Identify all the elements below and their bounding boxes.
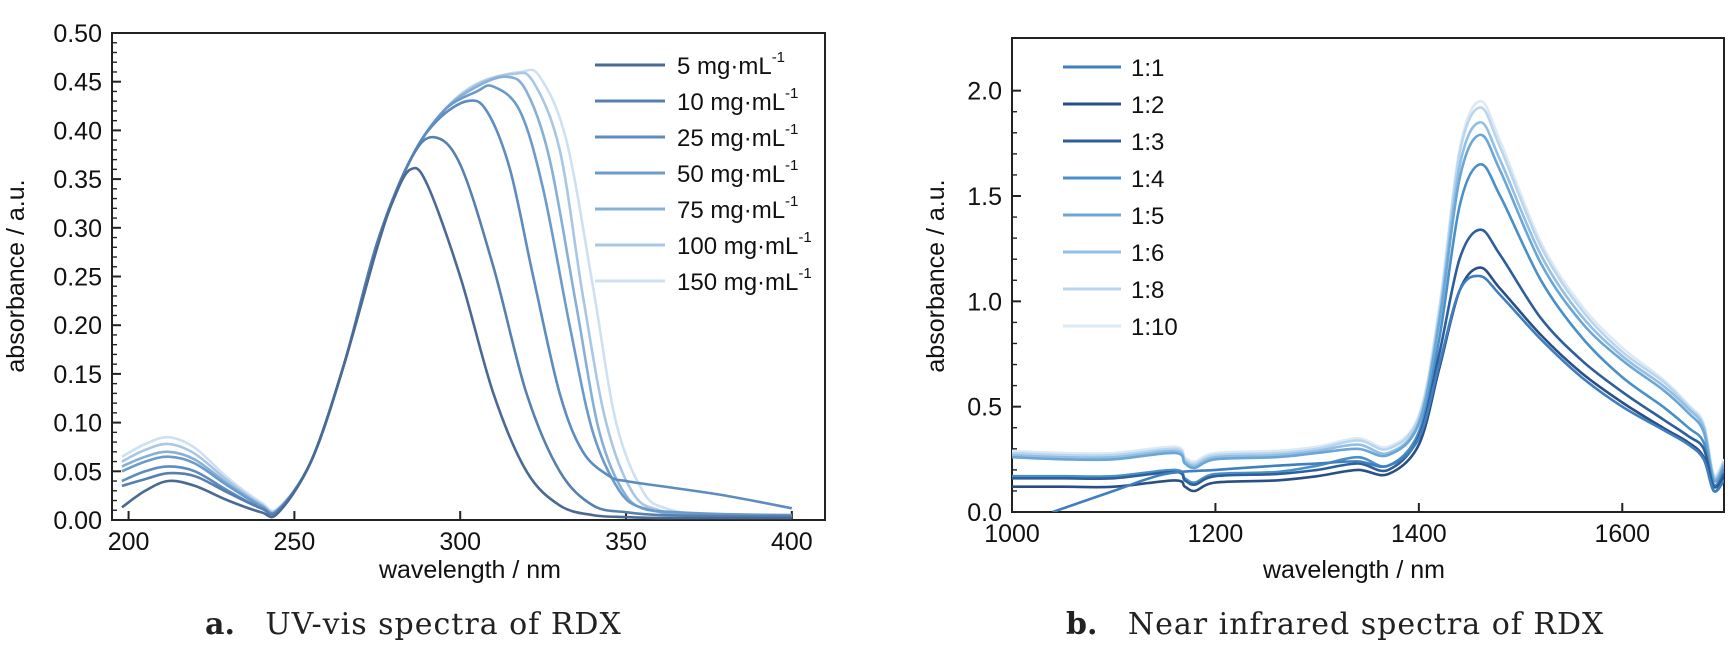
y-tick-label-a: 0.05 — [53, 458, 102, 486]
x-tick-label-b: 1000 — [984, 520, 1040, 548]
legend-label-a: 50 mg·mL-1 — [677, 157, 798, 188]
series-line-a — [121, 99, 793, 516]
x-axis-title-b: wavelength / nm — [1262, 556, 1445, 584]
caption-b: b. Near infrared spectra of RDX — [1066, 607, 1604, 642]
series-line-a — [121, 166, 792, 520]
x-tick-label-a: 250 — [274, 528, 316, 556]
y-tick-label-a: 0.20 — [53, 312, 102, 340]
y-tick-label-a: 0.40 — [53, 117, 102, 145]
legend-superscript-a: -1 — [798, 265, 811, 282]
legend-label-a: 25 mg·mL-1 — [677, 121, 798, 152]
x-tick-label-a: 350 — [605, 528, 647, 556]
legend-superscript-a: -1 — [772, 49, 785, 66]
y-tick-label-a: 0.10 — [53, 410, 102, 438]
legend-label-b: 1:8 — [1131, 277, 1164, 304]
panel-a-uv-vis: 200 250 300 350 400 0.00 0.05 0.10 0.15 0.20 0.25 0… — [2, 20, 826, 642]
series-lines-a — [121, 68, 793, 520]
series-line-a — [121, 135, 792, 518]
series-line-b — [1052, 274, 1724, 512]
legend-b: 1:1 1:2 1:3 1:4 1:5 1:6 1:8 1:10 — [1063, 55, 1178, 341]
panel-b-nir: 1000 1200 1400 1600 0.0 0.5 1.0 1.5 2.0 1:1 1:2 1:3… — [922, 37, 1725, 642]
y-tick-label-b: 2.0 — [967, 78, 1002, 106]
y-tick-label-b: 0.5 — [967, 394, 1002, 422]
legend-label-b: 1:6 — [1131, 240, 1164, 267]
series-line-b — [1012, 106, 1724, 479]
legend-superscript-a: -1 — [785, 157, 798, 174]
series-line-b — [1012, 228, 1724, 489]
legend-label-b: 1:4 — [1131, 166, 1164, 193]
y-tick-label-a: 0.15 — [53, 361, 102, 389]
legend-superscript-a: -1 — [798, 229, 811, 246]
legend-label-b: 1:2 — [1131, 92, 1164, 119]
legend-a: 5 mg·mL-1 10 mg·mL-1 25 mg·mL-1 50 mg·mL-1 7… — [595, 49, 812, 296]
y-tick-label-a: 0.50 — [53, 20, 102, 48]
caption-text-a: UV-vis spectra of RDX — [265, 607, 621, 642]
legend-label-a: 5 mg·mL-1 — [677, 49, 785, 80]
legend-label-a: 75 mg·mL-1 — [677, 193, 798, 224]
series-line-b — [1012, 133, 1724, 483]
caption-letter-b: b. — [1066, 607, 1097, 642]
x-tick-label-b: 1400 — [1391, 520, 1447, 548]
x-tick-label-b: 1200 — [1188, 520, 1244, 548]
x-tick-label-b: 1600 — [1594, 520, 1650, 548]
series-line-b — [1012, 121, 1724, 481]
series-group-a: 200 250 300 350 400 0.00 0.05 0.10 0.15 0.20 0.25 0… — [53, 20, 812, 556]
y-axis-title-b: absorbance / a.u. — [922, 179, 950, 372]
y-tick-label-b: 1.0 — [967, 288, 1002, 316]
y-tick-label-a: 0.00 — [53, 507, 102, 535]
caption-text-b: Near infrared spectra of RDX — [1128, 607, 1605, 642]
legend-superscript-a: -1 — [785, 193, 798, 210]
series-group-b: 1000 1200 1400 1600 0.0 0.5 1.0 1.5 2.0 1:1 1:2 1:3… — [967, 55, 1724, 548]
y-tick-label-b: 0.0 — [967, 499, 1002, 527]
legend-label-b: 1:3 — [1131, 129, 1164, 156]
legend-label-a: 10 mg·mL-1 — [677, 85, 798, 116]
caption-a: a. UV-vis spectra of RDX — [205, 607, 622, 642]
x-tick-label-a: 300 — [439, 528, 481, 556]
plot-frame-b — [1011, 37, 1725, 513]
legend-superscript-a: -1 — [785, 85, 798, 102]
legend-label-b: 1:1 — [1131, 55, 1164, 82]
caption-letter-a: a. — [205, 607, 235, 642]
x-tick-label-a: 400 — [771, 528, 813, 556]
y-tick-label-b: 1.5 — [967, 183, 1002, 211]
legend-label-b: 1:5 — [1131, 203, 1164, 230]
legend-label-b: 1:10 — [1131, 314, 1178, 341]
y-tick-label-a: 0.25 — [53, 264, 102, 292]
y-axis-title-a: absorbance / a.u. — [2, 179, 30, 372]
legend-label-a: 100 mg·mL-1 — [677, 229, 812, 260]
x-axis-title-a: wavelength / nm — [378, 556, 561, 584]
y-tick-label-a: 0.30 — [53, 215, 102, 243]
y-tick-label-a: 0.45 — [53, 69, 102, 97]
series-lines-b — [1012, 99, 1724, 512]
series-line-a — [121, 84, 792, 517]
x-tick-label-a: 200 — [108, 528, 150, 556]
legend-superscript-a: -1 — [785, 121, 798, 138]
y-tick-label-a: 0.35 — [53, 166, 102, 194]
legend-label-a: 150 mg·mL-1 — [677, 265, 812, 296]
